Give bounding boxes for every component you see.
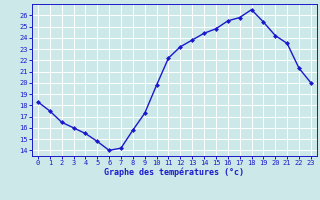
X-axis label: Graphe des températures (°c): Graphe des températures (°c) <box>104 168 244 177</box>
